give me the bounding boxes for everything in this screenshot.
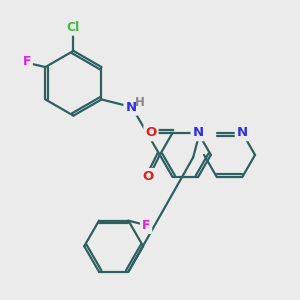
Text: H: H	[135, 96, 145, 109]
Text: F: F	[142, 219, 150, 232]
Text: O: O	[142, 170, 154, 183]
Text: N: N	[193, 126, 204, 139]
Text: O: O	[146, 126, 157, 139]
Text: N: N	[237, 126, 248, 139]
Text: F: F	[22, 55, 31, 68]
Text: N: N	[125, 101, 136, 114]
Text: Cl: Cl	[67, 21, 80, 34]
